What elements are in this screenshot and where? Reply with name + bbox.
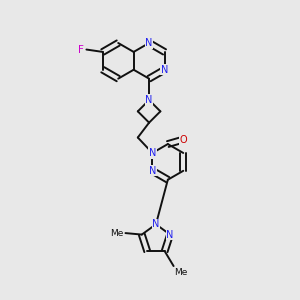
Text: N: N [167, 230, 174, 240]
Text: N: N [146, 38, 153, 48]
Text: N: N [149, 148, 156, 158]
Text: N: N [152, 219, 160, 229]
Text: F: F [77, 44, 83, 55]
Text: N: N [161, 65, 168, 75]
Text: N: N [146, 95, 153, 105]
Text: Me: Me [111, 229, 124, 238]
Text: N: N [149, 166, 156, 176]
Text: Me: Me [175, 268, 188, 277]
Text: O: O [179, 135, 187, 145]
